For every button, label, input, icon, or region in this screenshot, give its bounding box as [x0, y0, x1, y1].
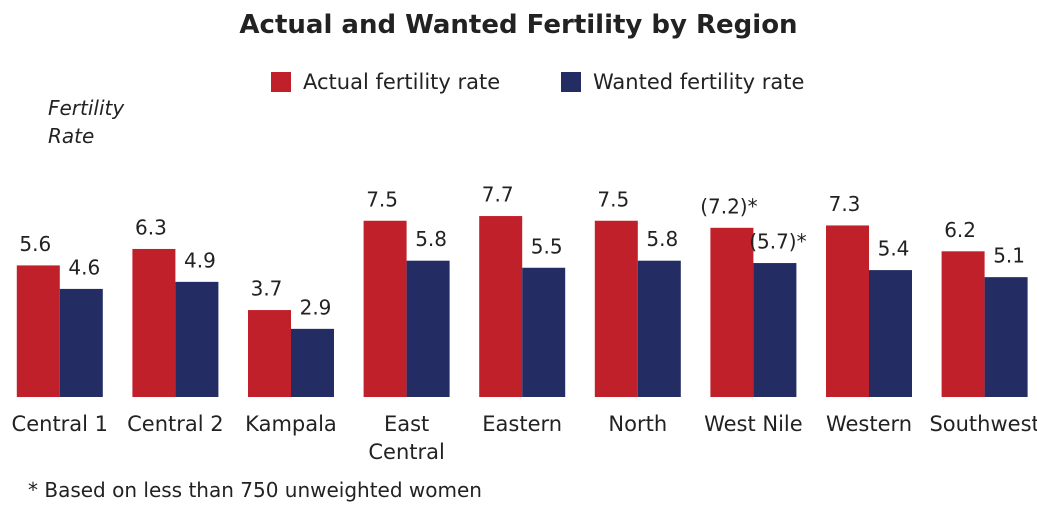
x-tick-label: Kampala	[245, 412, 337, 436]
data-label: 4.9	[184, 248, 216, 272]
data-label: 3.7	[251, 277, 283, 301]
data-label: 5.6	[19, 232, 51, 256]
data-label: 4.6	[68, 255, 100, 279]
x-tick-label: Eastern	[482, 412, 563, 436]
legend-swatch	[271, 72, 291, 92]
data-label: 5.8	[646, 227, 678, 251]
bar	[826, 225, 869, 397]
legend-swatch	[561, 72, 581, 92]
chart-title: Actual and Wanted Fertility by Region	[239, 10, 798, 40]
x-tick-label: Central 1	[11, 412, 109, 436]
x-tick-label: West Nile	[704, 412, 803, 436]
data-label: 5.5	[531, 234, 563, 258]
x-tick-label: Western	[825, 412, 913, 436]
bar	[363, 220, 407, 397]
x-tick-label: North	[608, 412, 668, 436]
y-axis-label: Fertility Rate	[48, 96, 125, 148]
data-label: 2.9	[300, 295, 332, 319]
x-tick-label: Central 2	[127, 412, 224, 436]
bar	[753, 263, 797, 397]
legend-label: Wanted fertility rate	[593, 70, 804, 94]
bar	[16, 265, 60, 397]
bar	[522, 267, 566, 397]
data-label: 6.3	[135, 215, 167, 239]
data-label: 7.3	[829, 192, 861, 216]
x-tick-label: Southwest	[929, 412, 1037, 436]
bar	[59, 288, 103, 397]
data-label: 5.8	[415, 227, 447, 251]
bar	[248, 310, 291, 397]
footnote: * Based on less than 750 unweighted wome…	[28, 478, 482, 502]
data-label: 5.1	[993, 244, 1025, 268]
x-tick-label: East Central	[368, 412, 445, 464]
bar	[710, 227, 754, 397]
data-label: (7.2)*	[700, 194, 757, 218]
bar	[869, 270, 912, 397]
bar	[637, 260, 681, 397]
data-label: 7.7	[482, 183, 514, 207]
bar	[984, 277, 1028, 397]
data-label: (5.7)*	[749, 230, 806, 254]
bar	[479, 216, 523, 397]
data-label: 6.2	[944, 218, 976, 242]
data-label: 7.5	[597, 187, 629, 211]
bar	[594, 220, 638, 397]
bar	[406, 260, 450, 397]
bar	[132, 248, 176, 397]
legend-label: Actual fertility rate	[303, 70, 500, 94]
data-label: 5.4	[878, 237, 910, 261]
bar	[291, 328, 334, 397]
data-label: 7.5	[366, 187, 398, 211]
bar	[941, 251, 985, 397]
bar	[175, 281, 219, 397]
